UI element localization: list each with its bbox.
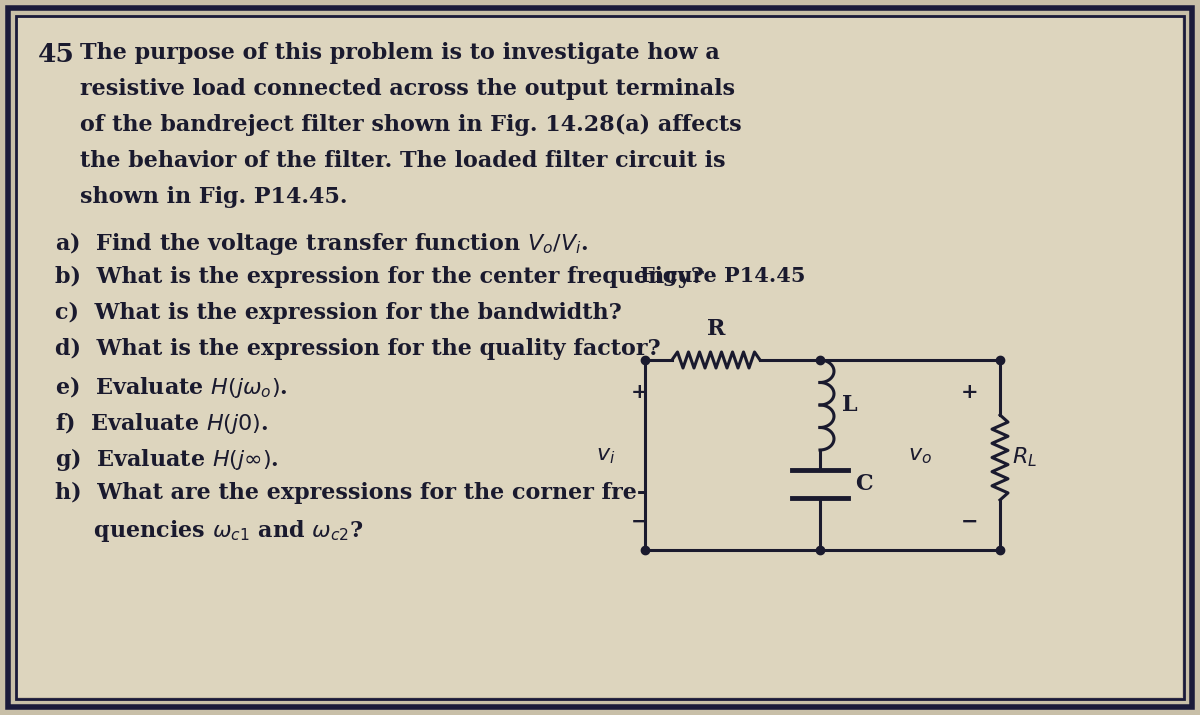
Text: The purpose of this problem is to investigate how a: The purpose of this problem is to invest… bbox=[80, 42, 720, 64]
Text: −: − bbox=[631, 512, 649, 532]
Text: Figure P14.45: Figure P14.45 bbox=[640, 266, 805, 286]
Text: $v_o$: $v_o$ bbox=[908, 444, 932, 466]
Text: resistive load connected across the output terminals: resistive load connected across the outp… bbox=[80, 78, 734, 100]
Text: +: + bbox=[961, 382, 979, 402]
Text: quencies $\omega_{c1}$ and $\omega_{c2}$?: quencies $\omega_{c1}$ and $\omega_{c2}$… bbox=[55, 518, 364, 544]
Text: g)  Evaluate $H(j\infty)$.: g) Evaluate $H(j\infty)$. bbox=[55, 446, 278, 473]
Text: −: − bbox=[961, 512, 979, 532]
Text: 45: 45 bbox=[38, 42, 74, 67]
Text: c)  What is the expression for the bandwidth?: c) What is the expression for the bandwi… bbox=[55, 302, 622, 324]
Text: +: + bbox=[631, 382, 649, 402]
Text: R: R bbox=[707, 318, 725, 340]
Text: d)  What is the expression for the quality factor?: d) What is the expression for the qualit… bbox=[55, 338, 661, 360]
Text: L: L bbox=[842, 394, 858, 416]
Text: e)  Evaluate $H(j\omega_o)$.: e) Evaluate $H(j\omega_o)$. bbox=[55, 374, 288, 400]
Text: h)  What are the expressions for the corner fre-: h) What are the expressions for the corn… bbox=[55, 482, 647, 504]
Text: $R_L$: $R_L$ bbox=[1012, 445, 1037, 469]
Text: a)  Find the voltage transfer function $V_o/V_i$.: a) Find the voltage transfer function $V… bbox=[55, 230, 588, 257]
Text: of the bandreject filter shown in Fig. 14.28(a) affects: of the bandreject filter shown in Fig. 1… bbox=[80, 114, 742, 136]
Text: shown in Fig. P14.45.: shown in Fig. P14.45. bbox=[80, 186, 348, 208]
Text: f)  Evaluate $H(j0)$.: f) Evaluate $H(j0)$. bbox=[55, 410, 269, 436]
Text: b)  What is the expression for the center frequency?: b) What is the expression for the center… bbox=[55, 266, 704, 288]
Text: $v_i$: $v_i$ bbox=[595, 444, 616, 466]
Text: the behavior of the filter. The loaded filter circuit is: the behavior of the filter. The loaded f… bbox=[80, 150, 726, 172]
Text: C: C bbox=[854, 473, 872, 495]
